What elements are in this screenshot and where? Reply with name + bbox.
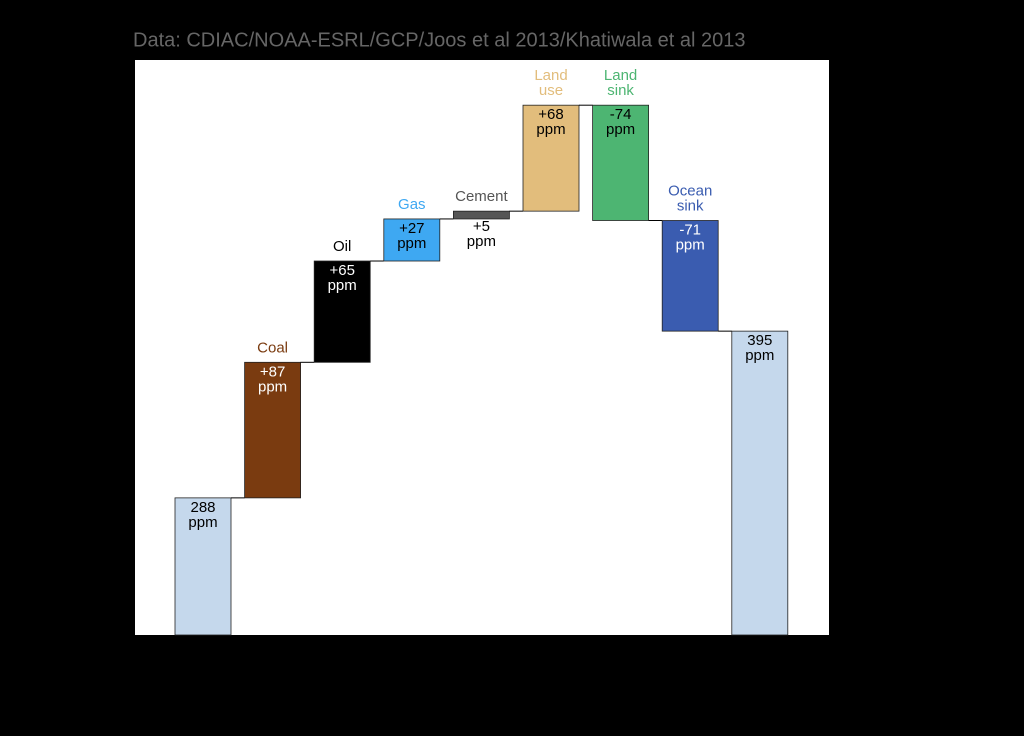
bar: [452, 210, 510, 220]
category-label: Land sink: [604, 67, 637, 99]
bar: [661, 220, 719, 332]
value-label: -71 ppm: [676, 222, 705, 254]
bar: [313, 260, 371, 363]
value-label: +65 ppm: [328, 262, 357, 294]
category-label: Gas: [398, 196, 426, 213]
category-label: Coal: [257, 339, 288, 356]
value-label: -74 ppm: [606, 106, 635, 138]
chart-subtitle: Data: CDIAC/NOAA-ESRL/GCP/Joos et al 201…: [133, 29, 746, 51]
category-label: Land use: [534, 67, 567, 99]
bar: [174, 497, 232, 636]
value-label: +87 ppm: [258, 363, 287, 395]
category-label: Cement: [455, 188, 508, 205]
category-label: Oil: [333, 238, 351, 255]
value-label: +68 ppm: [536, 106, 565, 138]
bar: [244, 361, 302, 499]
value-label: 288 ppm: [188, 499, 217, 531]
value-label: 395 ppm: [745, 332, 774, 364]
category-label: Ocean sink: [668, 183, 712, 215]
value-label: +5 ppm: [467, 218, 496, 250]
bar: [522, 104, 580, 212]
bar: [592, 104, 649, 221]
bar: [731, 330, 789, 636]
bar: [383, 218, 441, 262]
plot-area: [135, 60, 829, 635]
value-label: +27 ppm: [397, 220, 426, 252]
